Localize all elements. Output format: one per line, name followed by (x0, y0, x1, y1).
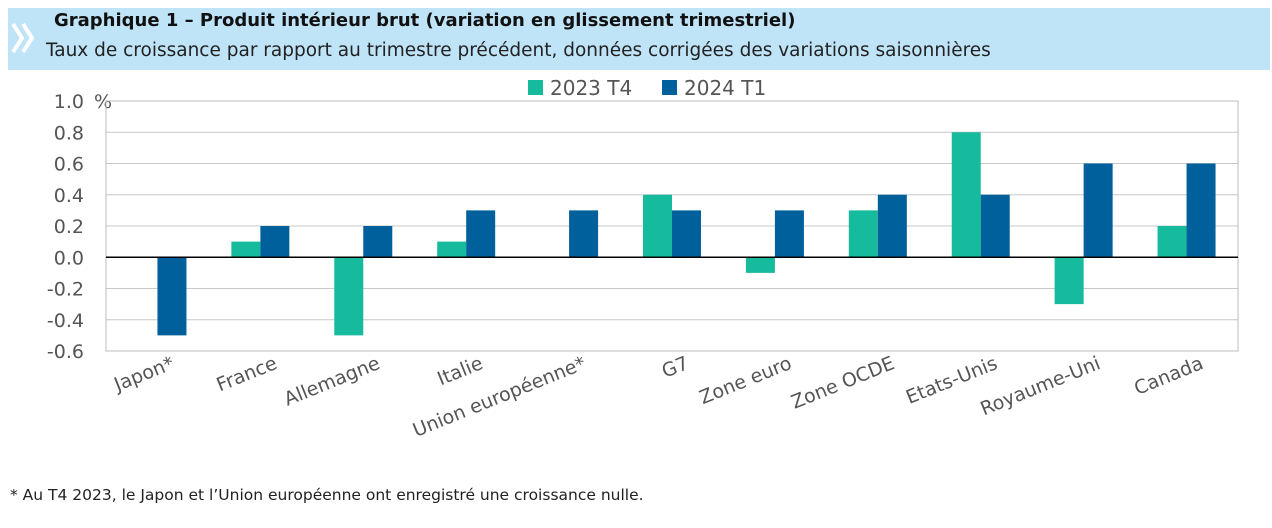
bar-series2-4 (569, 210, 599, 258)
x-tick-label: Union européenne* (410, 352, 589, 441)
x-tick-label: Italie (434, 352, 486, 390)
legend-label-series1: 2023 T4 (550, 76, 632, 100)
bar-series2-3 (466, 210, 496, 258)
x-tick-label: Zone euro (696, 352, 794, 409)
x-tick-label: Zone OCDE (788, 352, 898, 413)
y-tick-label: 0.6 (54, 154, 84, 176)
bar-series2-9 (1083, 163, 1113, 258)
bar-series2-6 (774, 210, 804, 258)
y-tick-label: -0.2 (47, 279, 84, 301)
footnote: * Au T4 2023, le Japon et l’Union europé… (10, 486, 644, 504)
y-tick-label: -0.4 (47, 310, 84, 332)
bar-series1-1 (231, 241, 261, 258)
bar-series1-2 (334, 257, 364, 336)
bar-series1-9 (1054, 257, 1084, 305)
chart-header-banner (8, 8, 1270, 70)
legend-swatch-series2 (662, 80, 677, 95)
chart-subtitle: Taux de croissance par rapport au trimes… (46, 40, 991, 61)
bar-series1-10 (1157, 226, 1187, 258)
bar-series1-3 (437, 241, 467, 258)
bar-series2-8 (980, 194, 1010, 258)
bar-series1-6 (745, 257, 775, 273)
y-tick-label: 0.2 (54, 216, 84, 238)
bar-series2-0 (157, 257, 187, 336)
x-tick-label: G7 (659, 352, 692, 382)
bar-series1-8 (951, 132, 981, 258)
x-tick-label: Japon* (110, 352, 177, 396)
bar-series2-5 (672, 210, 701, 258)
legend-label-series2: 2024 T1 (684, 76, 766, 100)
bar-series1-7 (848, 210, 878, 258)
x-tick-label: Allemagne (281, 352, 383, 410)
y-tick-label: 0.4 (54, 185, 84, 207)
y-tick-label: -0.6 (47, 341, 84, 363)
x-tick-label: Canada (1131, 352, 1206, 399)
bar-series1-5 (643, 194, 672, 258)
bar-series2-1 (260, 226, 290, 258)
legend-swatch-series1 (528, 80, 543, 95)
y-tick-label: 1.0 (54, 91, 84, 113)
bar-series2-10 (1186, 163, 1216, 258)
y-axis-unit: % (94, 91, 112, 113)
chevron-double-right-icon (11, 22, 35, 54)
plot-border (105, 100, 1239, 352)
bar-chart: 1.0 0.8 0.6 0.4 0.2 0.0 -0.2 -0.4 -0.6% Japon* Fra… (47, 76, 1239, 442)
bar-series2-7 (877, 194, 907, 258)
x-tick-label: France (213, 352, 280, 396)
y-tick-label: 0.8 (54, 122, 84, 144)
bar-series2-2 (363, 226, 393, 258)
y-tick-label: 0.0 (54, 247, 84, 269)
chart-title: Graphique 1 – Produit intérieur brut (va… (54, 10, 796, 31)
